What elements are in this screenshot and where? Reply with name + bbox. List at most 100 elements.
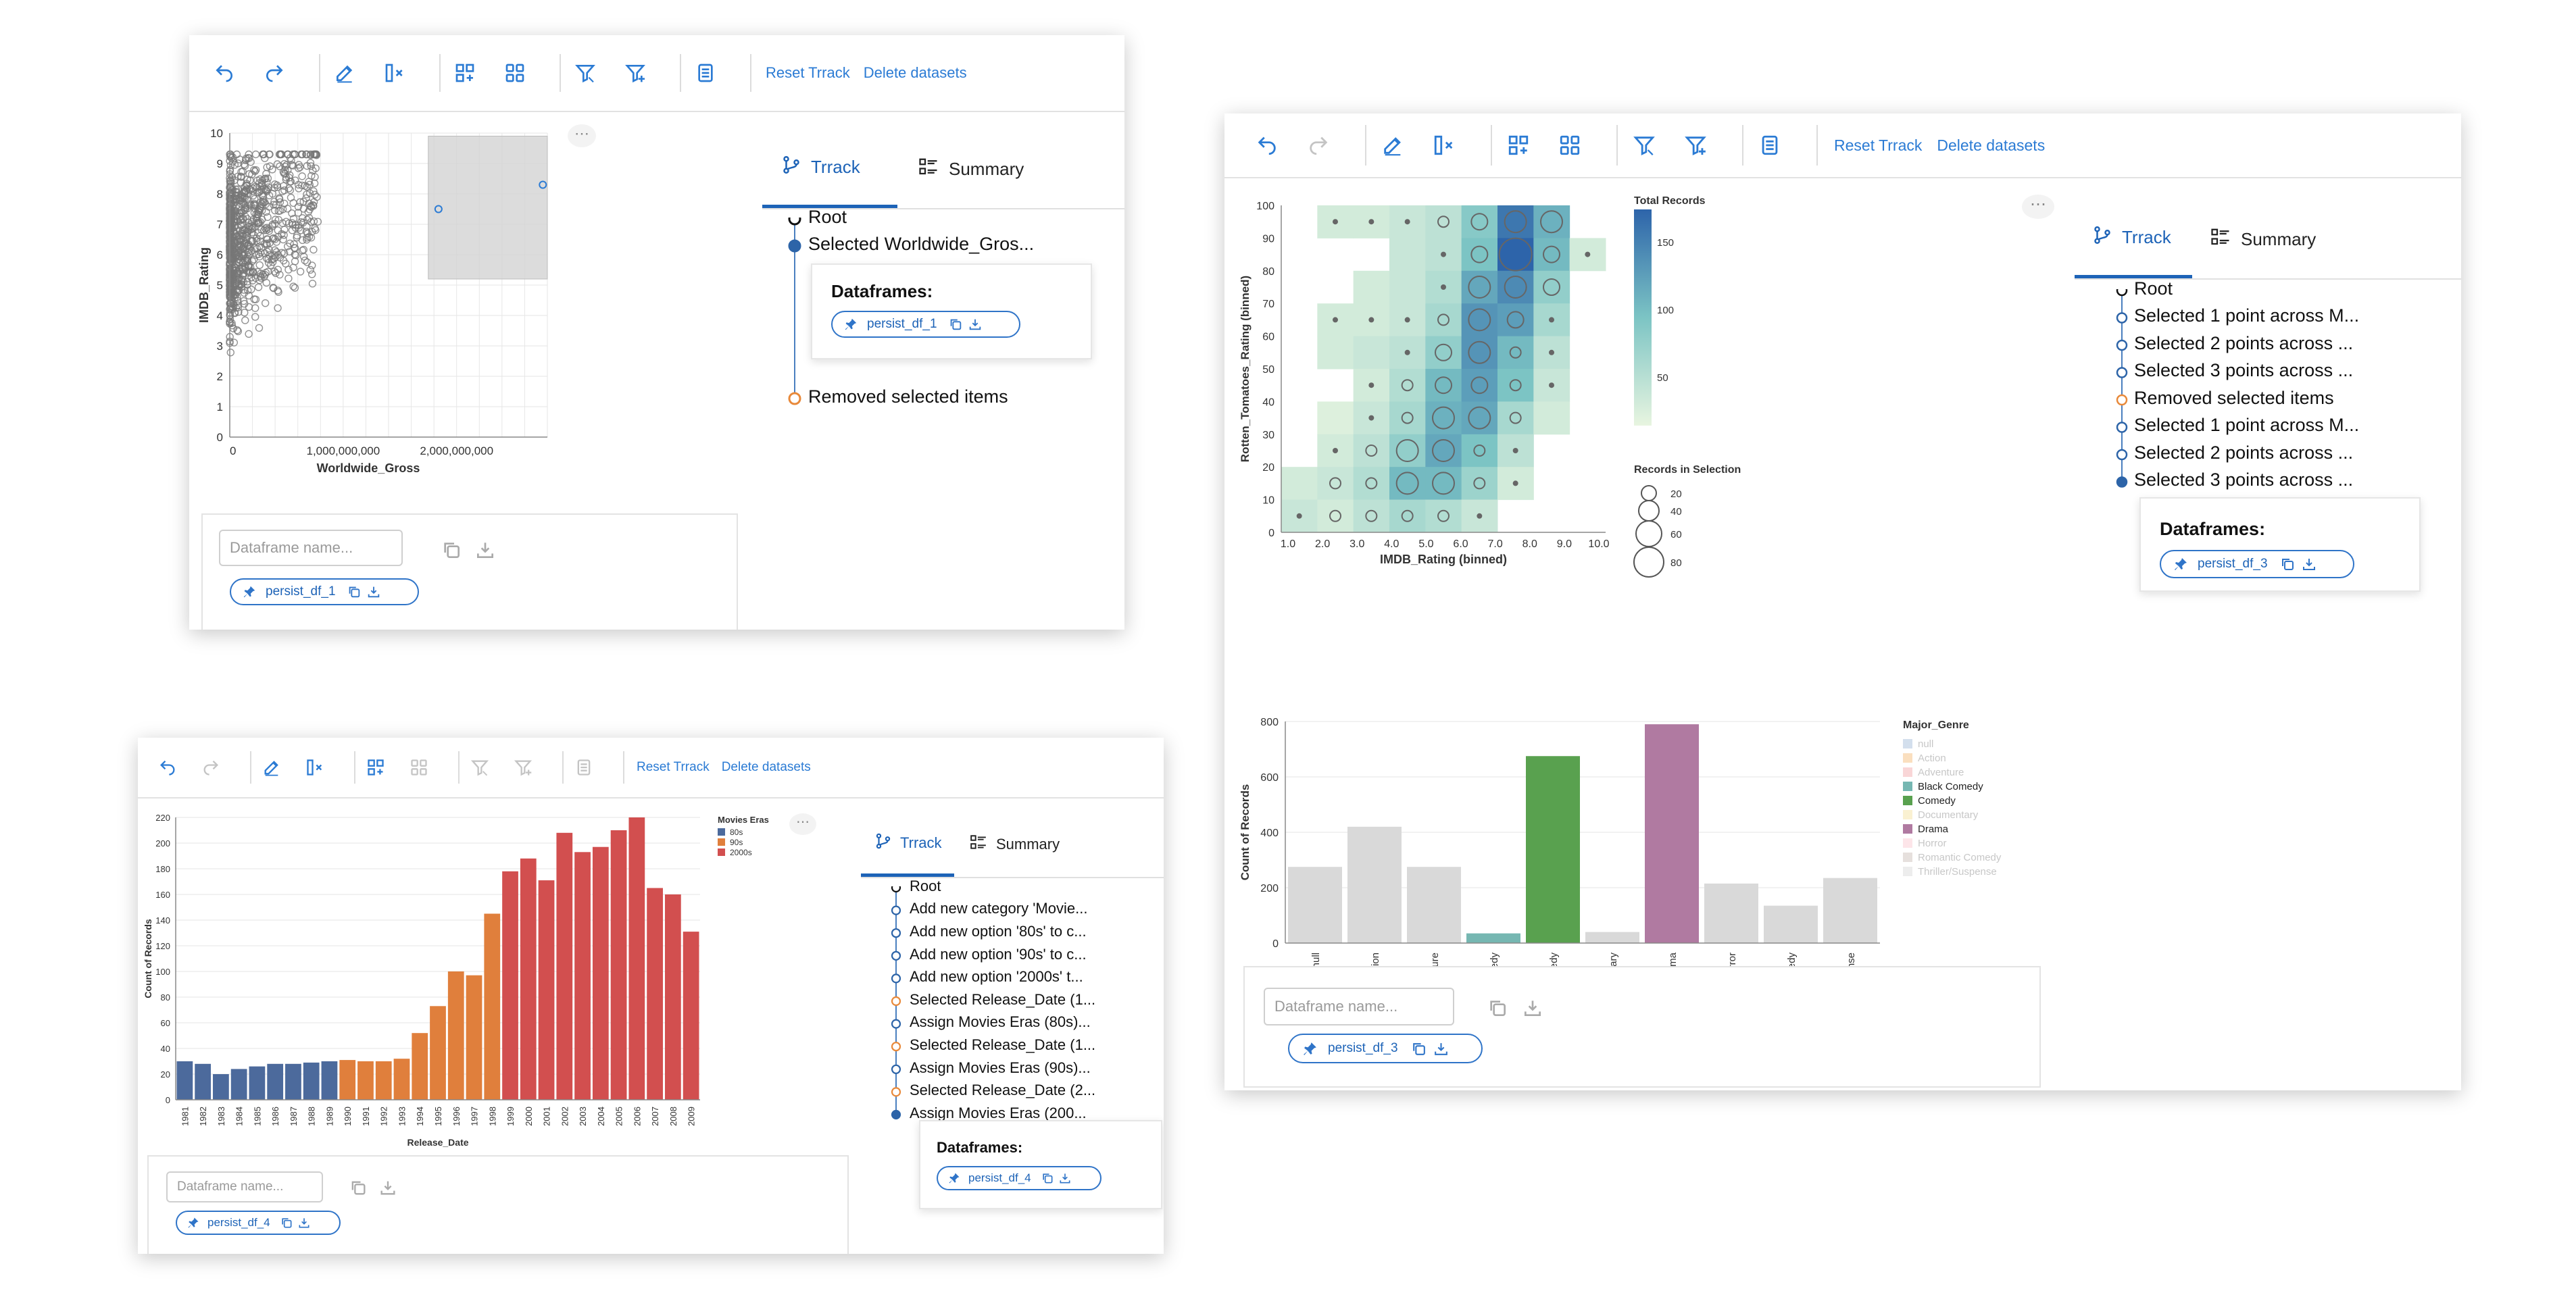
track-node-label[interactable]: Add new option '80s' to c... xyxy=(910,923,1087,940)
persisted-dataframe-pill[interactable]: persist_df_3 xyxy=(2160,549,2354,578)
download-icon[interactable] xyxy=(1433,1040,1450,1057)
notes-button[interactable] xyxy=(691,58,720,88)
redo-button[interactable] xyxy=(259,58,289,88)
download-icon[interactable] xyxy=(474,539,496,564)
copy-icon[interactable] xyxy=(1041,1171,1054,1185)
filter-add-button[interactable] xyxy=(1680,130,1711,161)
track-node-label[interactable]: Selected Release_Date (2... xyxy=(910,1082,1096,1099)
data-point xyxy=(256,237,264,245)
reset-trrack-button[interactable]: Reset Trrack xyxy=(766,64,850,81)
copy-icon[interactable] xyxy=(349,1178,368,1200)
tree-node-icon xyxy=(788,218,801,226)
tab-trrack[interactable]: Trrack xyxy=(861,812,954,877)
column-remove-button[interactable] xyxy=(303,755,327,780)
reset-trrack-button[interactable]: Reset Trrack xyxy=(637,760,710,774)
track-node-label[interactable]: Selected Worldwide_Gros... xyxy=(808,233,1035,254)
selection-circle xyxy=(1504,276,1527,299)
data-point xyxy=(291,150,299,159)
track-node-label[interactable]: Selected 3 points across ... xyxy=(2134,470,2354,490)
track-node-label[interactable]: Root xyxy=(2134,278,2173,299)
track-node-label[interactable]: Selected 1 point across M... xyxy=(2134,415,2360,436)
dataframe-name-input[interactable]: Dataframe name... xyxy=(166,1171,323,1202)
track-node-label[interactable]: Add new category 'Movie... xyxy=(910,900,1088,917)
notes-button[interactable] xyxy=(572,755,596,780)
more-options-button[interactable]: ⋯ xyxy=(2022,195,2054,219)
track-node-label[interactable]: Removed selected items xyxy=(808,386,1008,407)
copy-icon[interactable] xyxy=(2279,556,2296,572)
dataframe-name-input[interactable]: Dataframe name... xyxy=(219,530,403,566)
track-node-label[interactable]: Selected 1 point across M... xyxy=(2134,305,2360,326)
redo-button[interactable] xyxy=(1303,130,1334,161)
edit-button[interactable] xyxy=(1377,130,1408,161)
track-node-label[interactable]: Root xyxy=(910,877,941,894)
persisted-dataframe-pill[interactable]: persist_df_3 xyxy=(1288,1034,1483,1063)
copy-icon[interactable] xyxy=(441,539,462,564)
more-options-button[interactable]: ⋯ xyxy=(568,124,596,147)
delete-datasets-button[interactable]: Delete datasets xyxy=(863,64,967,81)
notes-button[interactable] xyxy=(1754,130,1785,161)
delete-datasets-button[interactable]: Delete datasets xyxy=(1937,136,2046,154)
copy-icon[interactable] xyxy=(347,584,362,599)
category-grid-button[interactable] xyxy=(1554,130,1585,161)
tab-summary[interactable]: Summary xyxy=(897,130,1024,208)
filter-button[interactable] xyxy=(468,755,492,780)
add-category-button[interactable] xyxy=(1503,130,1534,161)
download-icon[interactable] xyxy=(1058,1171,1072,1185)
copy-icon[interactable] xyxy=(1487,997,1508,1022)
download-icon[interactable] xyxy=(2301,556,2317,572)
persisted-dataframe-pill[interactable]: persist_df_4 xyxy=(937,1166,1101,1190)
download-icon[interactable] xyxy=(1522,997,1543,1022)
track-node-label[interactable]: Add new option '90s' to c... xyxy=(910,945,1087,963)
copy-icon[interactable] xyxy=(948,317,963,332)
edit-button[interactable] xyxy=(330,58,360,88)
column-remove-button[interactable] xyxy=(380,58,410,88)
copy-icon[interactable] xyxy=(1410,1040,1427,1057)
track-node-label[interactable]: Removed selected items xyxy=(2134,387,2334,408)
redo-button[interactable] xyxy=(199,755,223,780)
track-node-label[interactable]: Root xyxy=(808,206,847,227)
download-icon[interactable] xyxy=(968,317,983,332)
dataframe-name-input[interactable]: Dataframe name... xyxy=(1264,988,1454,1025)
undo-button[interactable] xyxy=(155,755,180,780)
add-category-button[interactable] xyxy=(364,755,388,780)
undo-button[interactable] xyxy=(209,58,239,88)
category-grid-button[interactable] xyxy=(500,58,530,88)
heatmap-cell xyxy=(1425,499,1462,533)
persisted-dataframe-pill[interactable]: persist_df_1 xyxy=(831,311,1020,338)
reset-trrack-button[interactable]: Reset Trrack xyxy=(1834,136,1923,154)
data-point xyxy=(309,202,318,210)
filter-button[interactable] xyxy=(1629,130,1660,161)
edit-button[interactable] xyxy=(259,755,284,780)
persisted-dataframe-pill[interactable]: persist_df_1 xyxy=(230,578,419,605)
download-icon[interactable] xyxy=(366,584,381,599)
category-grid-button[interactable] xyxy=(407,755,431,780)
track-node-label[interactable]: Selected 2 points across ... xyxy=(2134,442,2354,463)
persisted-dataframe-pill[interactable]: persist_df_4 xyxy=(176,1211,341,1235)
track-node-label[interactable]: Assign Movies Eras (90s)... xyxy=(910,1059,1091,1076)
undo-button[interactable] xyxy=(1252,130,1283,161)
track-node-label[interactable]: Selected Release_Date (1... xyxy=(910,990,1096,1008)
track-node-label[interactable]: Selected 2 points across ... xyxy=(2134,332,2354,353)
tab-trrack[interactable]: Trrack xyxy=(762,130,897,208)
download-icon[interactable] xyxy=(297,1216,311,1229)
filter-add-button[interactable] xyxy=(511,755,535,780)
column-remove-button[interactable] xyxy=(1429,130,1460,161)
track-node-label[interactable]: Selected 3 points across ... xyxy=(2134,360,2354,381)
track-node-label[interactable]: Selected Release_Date (1... xyxy=(910,1036,1096,1053)
add-category-button[interactable] xyxy=(450,58,480,88)
filter-button[interactable] xyxy=(570,58,600,88)
track-node-label[interactable]: Add new option '2000s' t... xyxy=(910,968,1083,986)
track-node-label[interactable]: Assign Movies Eras (200... xyxy=(910,1104,1087,1121)
more-options-button[interactable]: ⋯ xyxy=(789,813,816,835)
tab-trrack[interactable]: Trrack xyxy=(2075,200,2192,278)
tab-summary[interactable]: Summary xyxy=(954,812,1060,877)
filter-add-button[interactable] xyxy=(620,58,650,88)
data-point xyxy=(270,268,278,276)
selection-circle xyxy=(1404,317,1410,323)
tab-summary[interactable]: Summary xyxy=(2192,200,2316,278)
download-icon[interactable] xyxy=(378,1178,397,1200)
copy-icon[interactable] xyxy=(280,1216,293,1229)
delete-datasets-button[interactable]: Delete datasets xyxy=(721,760,811,774)
y-tick-label: 2 xyxy=(217,370,223,383)
track-node-label[interactable]: Assign Movies Eras (80s)... xyxy=(910,1013,1091,1031)
